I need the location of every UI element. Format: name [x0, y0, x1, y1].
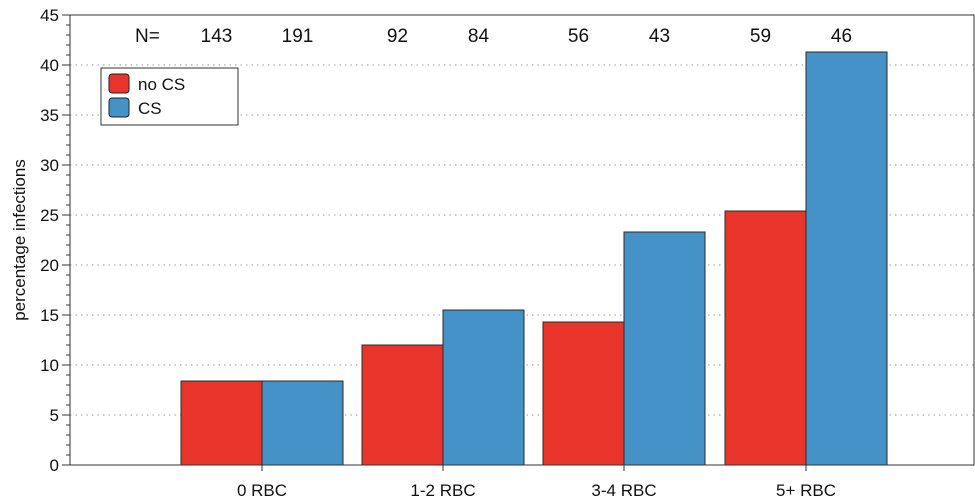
y-tick-label: 45 [40, 6, 59, 25]
y-tick-label: 40 [40, 56, 59, 75]
n-value: 46 [831, 26, 852, 47]
bar-no-cs-0 [180, 380, 263, 466]
y-tick-label: 20 [40, 256, 59, 275]
y-tick-label: 35 [40, 106, 59, 125]
n-value: 59 [750, 26, 771, 47]
n-value: 56 [568, 26, 589, 47]
y-tick-label: 5 [50, 406, 59, 425]
bars [180, 51, 888, 466]
y-axis-label: percentage infections [10, 159, 29, 321]
n-label: N= [135, 26, 160, 47]
bar-cs-2 [623, 231, 706, 466]
x-tick-label: 1-2 RBC [410, 481, 475, 500]
plot-frame [69, 14, 975, 466]
legend-label-no-cs: no CS [138, 75, 185, 94]
bar-no-cs-1 [361, 344, 444, 466]
bar-no-cs-3 [724, 210, 807, 466]
bar-no-cs-2 [542, 321, 625, 466]
sample-size-row: N= 143 191 92 84 56 43 59 46 [135, 26, 852, 47]
y-tick-label: 15 [40, 306, 59, 325]
y-tick-label: 30 [40, 156, 59, 175]
y-axis: 0 5 10 15 20 25 30 35 40 45 [40, 6, 70, 475]
x-tick-label: 3-4 RBC [591, 481, 656, 500]
x-tick-label: 5+ RBC [776, 481, 836, 500]
legend-label-cs: CS [138, 99, 162, 118]
n-value: 84 [468, 26, 490, 47]
legend-swatch-no-cs [108, 73, 130, 94]
legend-swatch-cs [108, 97, 130, 118]
x-tick-label: 0 RBC [237, 481, 287, 500]
n-value: 92 [387, 26, 408, 47]
n-value: 191 [282, 26, 314, 47]
legend: no CS CS [100, 67, 239, 126]
bar-cs-0 [261, 380, 344, 466]
y-tick-label: 10 [40, 356, 59, 375]
x-axis: 0 RBC 1-2 RBC 3-4 RBC 5+ RBC [237, 465, 836, 500]
y-tick-label: 0 [50, 456, 59, 475]
n-value: 43 [649, 26, 670, 47]
n-value: 143 [201, 26, 233, 47]
bar-cs-1 [442, 309, 525, 466]
y-tick-label: 25 [40, 206, 59, 225]
bar-cs-3 [805, 51, 888, 466]
